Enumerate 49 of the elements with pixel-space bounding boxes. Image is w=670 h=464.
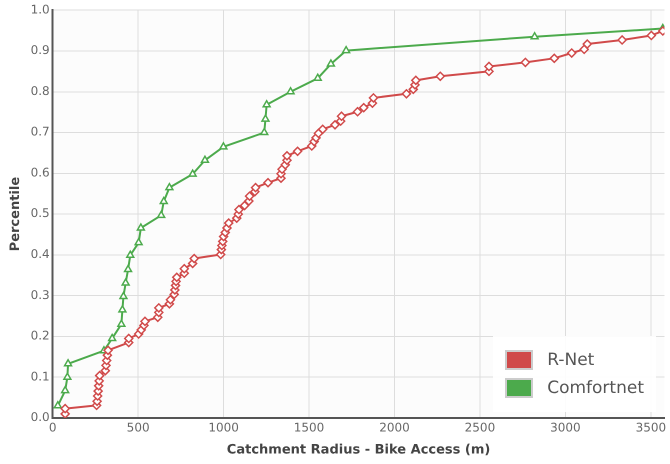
legend-label: R-Net bbox=[547, 350, 594, 370]
point bbox=[326, 59, 336, 67]
point bbox=[286, 87, 295, 95]
x-axis-title: Catchment Radius - Bike Access (m) bbox=[226, 442, 490, 458]
x-tick-label: 500 bbox=[126, 420, 150, 434]
x-tick-label: 1500 bbox=[294, 420, 324, 434]
x-tick-label: 3500 bbox=[636, 420, 666, 434]
y-tick-label: 0.8 bbox=[30, 84, 50, 98]
point bbox=[314, 74, 322, 82]
point bbox=[63, 372, 72, 380]
point bbox=[160, 196, 168, 204]
point bbox=[165, 182, 174, 190]
y-tick-label: 0.3 bbox=[30, 288, 50, 302]
point bbox=[262, 100, 271, 108]
point bbox=[124, 264, 132, 272]
point bbox=[260, 128, 268, 136]
point bbox=[219, 142, 228, 150]
point bbox=[126, 250, 134, 258]
point bbox=[136, 223, 146, 231]
point bbox=[530, 32, 539, 40]
y-axis-title: Percentile bbox=[8, 176, 24, 252]
point bbox=[121, 278, 130, 286]
y-tick-label: 0.7 bbox=[30, 124, 50, 139]
point bbox=[108, 334, 116, 342]
point bbox=[342, 46, 350, 54]
point bbox=[134, 238, 143, 246]
x-tick-label: 2000 bbox=[379, 420, 410, 434]
point bbox=[156, 210, 166, 218]
y-tick-label: 0.1 bbox=[30, 369, 50, 384]
point bbox=[200, 156, 210, 164]
point bbox=[261, 114, 270, 122]
y-tick-label: 1.0 bbox=[30, 2, 50, 16]
x-tick-label: 2500 bbox=[464, 420, 496, 434]
point bbox=[60, 386, 70, 394]
x-tick-label: 1000 bbox=[208, 420, 239, 434]
y-tick-label: 0.2 bbox=[30, 328, 50, 343]
x-tick-label: 3000 bbox=[550, 420, 581, 434]
y-tick-label: 0.9 bbox=[30, 43, 50, 58]
y-tick-label: 0.5 bbox=[30, 206, 50, 220]
point bbox=[118, 305, 127, 313]
y-tick-label: 0.4 bbox=[30, 247, 50, 262]
point bbox=[119, 292, 128, 300]
y-tick-label: 0.6 bbox=[30, 165, 50, 180]
legend-label: Comfortnet bbox=[547, 378, 644, 398]
point bbox=[188, 169, 197, 177]
y-tick-label: 0.0 bbox=[30, 410, 50, 424]
point bbox=[64, 359, 72, 367]
x-tick-label: 0 bbox=[48, 420, 57, 434]
point bbox=[117, 319, 126, 327]
